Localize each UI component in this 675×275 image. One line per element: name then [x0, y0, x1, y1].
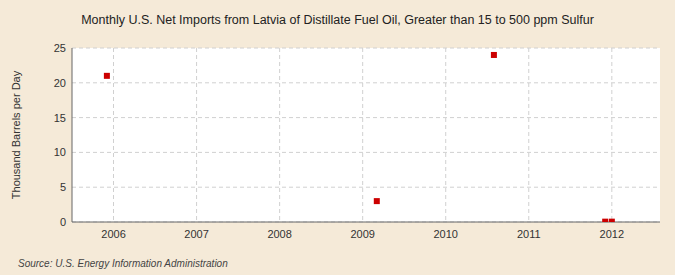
- plot-background: [72, 48, 660, 222]
- x-tick-label: 2008: [267, 228, 291, 240]
- y-tick-label: 15: [54, 112, 66, 124]
- y-tick-label: 5: [60, 181, 66, 193]
- chart-container: 2006 2007 2008 2009 2010 2011 2012 0 5 10 15 20 25 Mo…: [0, 0, 675, 275]
- x-grid-line: [362, 48, 363, 222]
- y-grid-line: [72, 117, 660, 118]
- grid: [72, 48, 660, 222]
- x-grid-line: [113, 48, 114, 222]
- x-tick-label: 2011: [517, 228, 541, 240]
- x-tick-label: 2010: [433, 228, 457, 240]
- chart-svg: 2006 2007 2008 2009 2010 2011 2012 0 5 10 15 20 25 Mo…: [0, 0, 675, 275]
- y-tick-label: 20: [54, 77, 66, 89]
- x-grid-line: [196, 48, 197, 222]
- source-note: Source: U.S. Energy Information Administ…: [18, 258, 228, 269]
- y-tick-label: 0: [60, 216, 66, 228]
- y-axis-label: Thousand Barrels per Day: [10, 70, 22, 199]
- x-tick-label: 2006: [101, 228, 125, 240]
- y-grid-line: [72, 152, 660, 153]
- tick-labels: 2006 2007 2008 2009 2010 2011 2012 0 5 10 15 20 25: [54, 42, 624, 240]
- x-axis-line: [72, 222, 660, 223]
- y-grid-line: [72, 222, 660, 223]
- background: [0, 0, 675, 275]
- data-point: [609, 219, 615, 222]
- y-axis-line: [72, 48, 73, 222]
- x-tick-label: 2007: [184, 228, 208, 240]
- x-grid-line: [279, 48, 280, 222]
- y-grid-line: [72, 187, 660, 188]
- x-tick-label: 2009: [350, 228, 374, 240]
- data-point: [374, 198, 380, 204]
- data-point: [491, 52, 497, 58]
- data-point: [104, 73, 110, 79]
- x-tick-label: 2012: [600, 228, 624, 240]
- y-tick-label: 10: [54, 146, 66, 158]
- x-grid-line: [445, 48, 446, 222]
- x-grid-line: [528, 48, 529, 222]
- data-point: [602, 219, 608, 222]
- y-tick-label: 25: [54, 42, 66, 54]
- chart-title: Monthly U.S. Net Imports from Latvia of …: [81, 13, 594, 27]
- x-grid-line: [611, 48, 612, 222]
- y-grid-line: [72, 82, 660, 83]
- y-grid-line: [72, 48, 660, 49]
- points: [104, 52, 615, 222]
